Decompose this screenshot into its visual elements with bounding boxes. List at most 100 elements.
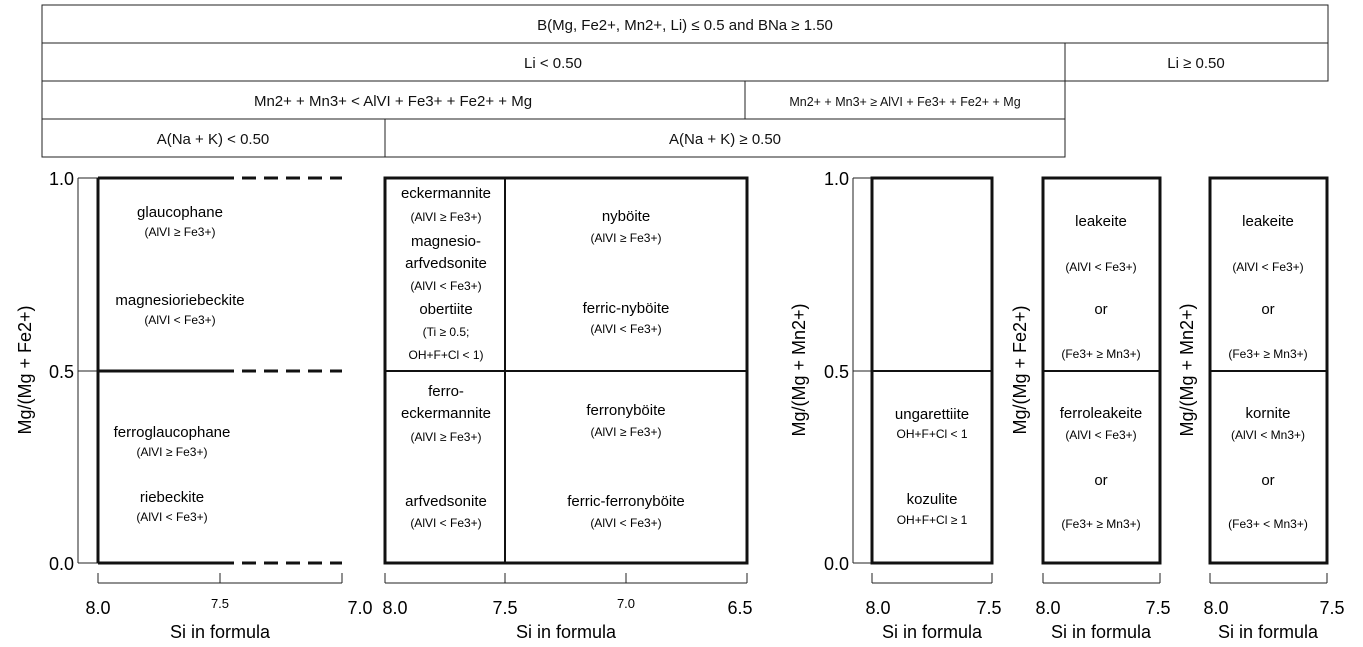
header-nak-high-text: A(Na + K) ≥ 0.50	[669, 131, 781, 148]
mineral-leakeite: leakeite	[1242, 213, 1294, 230]
y-axis-label-mn: Mg/(Mg + Mn2+)	[1177, 303, 1197, 436]
y-tick-label: 1.0	[824, 169, 849, 189]
header-mn-low-text: Mn2+ + Mn3+ < AlVI + Fe3+ + Fe2+ + Mg	[254, 93, 532, 110]
panel-glaucophane: glaucophane (AlVI ≥ Fe3+) magnesioriebec…	[85, 176, 373, 642]
x-axis-label: Si in formula	[170, 622, 271, 642]
x-axis-panel-3	[871, 573, 993, 584]
mineral-obertiite: obertiite	[419, 301, 472, 318]
header-li-low-text: Li < 0.50	[524, 55, 582, 72]
x-tick-label: 8.0	[865, 598, 890, 618]
panel-leakeite-ferroleakeite: Mg/(Mg + Fe2+) leakeite (AlVI < Fe3+) or…	[1010, 176, 1171, 642]
x-axis-panel-2	[384, 573, 748, 584]
or-label: or	[1094, 301, 1107, 318]
mineral-nyboite: nyböite	[602, 208, 650, 225]
x-axis-panel-5	[1209, 573, 1328, 584]
mineral-kornite: kornite	[1245, 405, 1290, 422]
x-tick-label: 7.5	[976, 598, 1001, 618]
mineral-riebeckite: riebeckite	[140, 489, 204, 506]
mineral-condition: (AlVI ≥ Fe3+)	[591, 231, 662, 245]
y-axis-left: 1.0 0.5 0.0 Mg/(Mg + Fe2+)	[15, 169, 98, 574]
mineral-ungarettiite: ungarettiite	[895, 406, 969, 423]
table-row-2-right	[1064, 42, 1329, 82]
x-axis-label: Si in formula	[1218, 622, 1319, 642]
y-tick-label: 0.5	[824, 362, 849, 382]
mineral-ferro-eckermannite: eckermannite	[401, 405, 491, 422]
x-tick-label: 7.5	[1145, 598, 1170, 618]
y-tick-label: 0.0	[49, 554, 74, 574]
mineral-glaucophane: glaucophane	[137, 204, 223, 221]
mineral-condition: (AlVI < Fe3+)	[144, 313, 215, 327]
x-tick-label: 7.5	[1319, 598, 1344, 618]
mineral-condition: (AlVI < Fe3+)	[410, 279, 481, 293]
mineral-condition: (Fe3+ ≥ Mn3+)	[1061, 347, 1140, 361]
mineral-condition: OH+F+Cl ≥ 1	[897, 513, 968, 527]
header-mn-high-text: Mn2+ + Mn3+ ≥ AlVI + Fe3+ + Fe2+ + Mg	[789, 95, 1020, 109]
y-tick-label: 1.0	[49, 169, 74, 189]
mineral-ferroleakeite: ferroleakeite	[1060, 405, 1143, 422]
mineral-ferroglaucophane: ferroglaucophane	[114, 424, 231, 441]
mineral-magnesioriebeckite: magnesioriebeckite	[115, 292, 244, 309]
x-tick-label: 7.0	[617, 596, 635, 611]
mineral-condition: (AlVI ≥ Fe3+)	[411, 210, 482, 224]
mineral-ferro-eckermannite: ferro-	[428, 383, 464, 400]
x-tick-label: 8.0	[85, 598, 110, 618]
x-tick-label: 6.5	[727, 598, 752, 618]
header-nak-low-text: A(Na + K) < 0.50	[157, 131, 270, 148]
mineral-leakeite: leakeite	[1075, 213, 1127, 230]
mineral-condition: (AlVI < Fe3+)	[1232, 260, 1303, 274]
x-axis-panel-4	[1042, 573, 1161, 584]
header-li-high-text: Li ≥ 0.50	[1167, 55, 1224, 72]
or-label: or	[1261, 472, 1274, 489]
x-axis-label: Si in formula	[882, 622, 983, 642]
y-axis-label-fe: Mg/(Mg + Fe2+)	[15, 305, 35, 434]
mineral-condition: (AlVI < Fe3+)	[410, 516, 481, 530]
mineral-condition: (AlVI < Fe3+)	[590, 322, 661, 336]
panel-eckermannite-nyboite: eckermannite (AlVI ≥ Fe3+) magnesio- arf…	[382, 176, 753, 642]
mineral-ferric-nyboite: ferric-nyböite	[583, 300, 670, 317]
criteria-table	[41, 4, 1329, 158]
mineral-arfvedsonite: arfvedsonite	[405, 493, 487, 510]
mineral-eckermannite: eckermannite	[401, 185, 491, 202]
header-row-1-text: B(Mg, Fe2+, Mn2+, Li) ≤ 0.5 and BNa ≥ 1.…	[537, 17, 833, 34]
mineral-condition: (Fe3+ ≥ Mn3+)	[1228, 347, 1307, 361]
mineral-condition: (Fe3+ ≥ Mn3+)	[1061, 517, 1140, 531]
table-row-4-right	[384, 118, 1066, 158]
mineral-condition: OH+F+Cl < 1)	[408, 348, 483, 362]
mineral-ferronyboite: ferronyböite	[586, 402, 665, 419]
mineral-condition: (AlVI < Fe3+)	[1065, 260, 1136, 274]
mineral-magnesio-arfvedsonite: magnesio-	[411, 233, 481, 250]
mineral-condition: (AlVI ≥ Fe3+)	[411, 430, 482, 444]
y-tick-label: 0.5	[49, 362, 74, 382]
mineral-kozulite: kozulite	[907, 491, 958, 508]
panel-leakeite-kornite: Mg/(Mg + Mn2+) leakeite (AlVI < Fe3+) or…	[1177, 176, 1345, 642]
y-axis-label-mn: Mg/(Mg + Mn2+)	[789, 303, 809, 436]
panel-ungarettiite: ungarettiite OH+F+Cl < 1 kozulite OH+F+C…	[865, 176, 1002, 642]
mineral-condition: (AlVI < Mn3+)	[1231, 428, 1305, 442]
x-tick-label: 7.5	[211, 596, 229, 611]
y-axis-right: 1.0 0.5 0.0 Mg/(Mg + Mn2+)	[789, 169, 872, 574]
y-axis-label-fe: Mg/(Mg + Fe2+)	[1010, 305, 1030, 434]
x-tick-label: 7.5	[492, 598, 517, 618]
mineral-condition: (AlVI ≥ Fe3+)	[145, 225, 216, 239]
or-label: or	[1094, 472, 1107, 489]
mineral-ferric-ferronyboite: ferric-ferronyböite	[567, 493, 685, 510]
x-axis-panel-1	[97, 573, 343, 584]
x-tick-label: 7.0	[347, 598, 372, 618]
or-label: or	[1261, 301, 1274, 318]
x-axis-label: Si in formula	[516, 622, 617, 642]
mineral-condition: (AlVI < Fe3+)	[136, 510, 207, 524]
x-tick-label: 8.0	[1035, 598, 1060, 618]
x-tick-label: 8.0	[1203, 598, 1228, 618]
mineral-condition: (Fe3+ < Mn3+)	[1228, 517, 1308, 531]
x-tick-label: 8.0	[382, 598, 407, 618]
mineral-condition: (AlVI ≥ Fe3+)	[137, 445, 208, 459]
mineral-condition: (AlVI ≥ Fe3+)	[591, 425, 662, 439]
mineral-condition: (Ti ≥ 0.5;	[423, 325, 470, 339]
mineral-condition: OH+F+Cl < 1	[896, 427, 967, 441]
mineral-condition: (AlVI < Fe3+)	[590, 516, 661, 530]
x-axis-label: Si in formula	[1051, 622, 1152, 642]
mineral-condition: (AlVI < Fe3+)	[1065, 428, 1136, 442]
mineral-magnesio-arfvedsonite: arfvedsonite	[405, 255, 487, 272]
